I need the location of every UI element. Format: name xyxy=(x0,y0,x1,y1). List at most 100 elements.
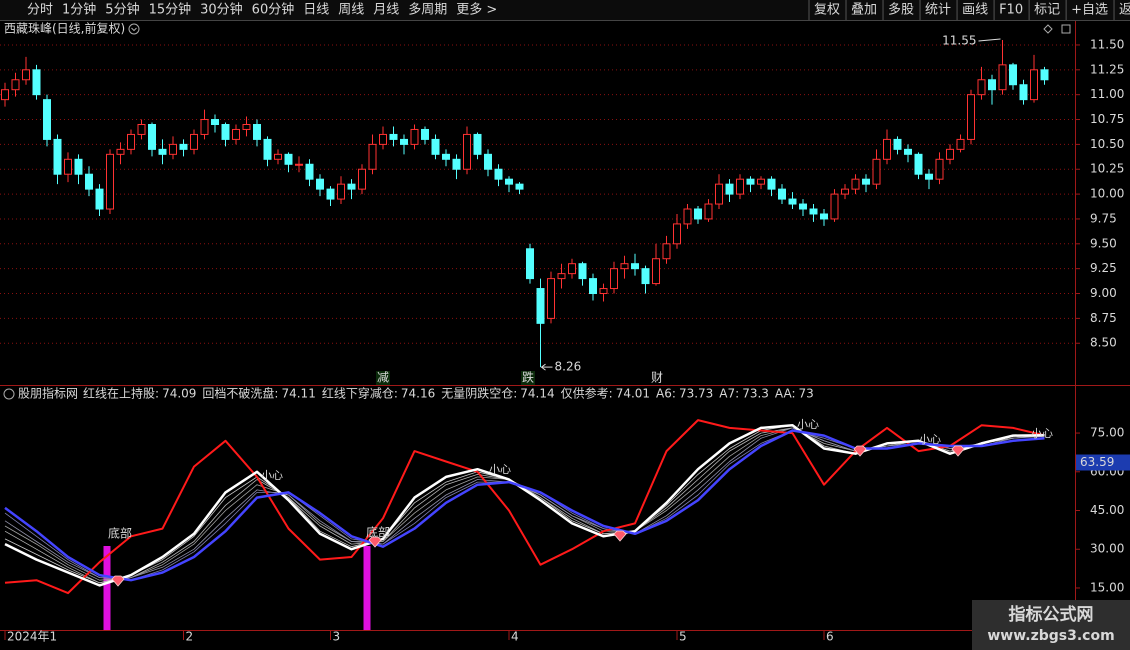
tool-button[interactable]: 复权 xyxy=(814,2,840,18)
candle-body xyxy=(1,89,9,101)
candle-body xyxy=(22,69,30,81)
y-tick-label: 10.50 xyxy=(1090,137,1124,151)
period-tab[interactable]: 更多 > xyxy=(456,2,497,18)
candle-body xyxy=(326,188,335,200)
candle-body xyxy=(568,263,576,275)
bottom-label: 底部 xyxy=(108,526,132,541)
y-tick-label: 9.50 xyxy=(1090,236,1117,250)
period-tab[interactable]: 30分钟 xyxy=(200,2,243,18)
candle-body xyxy=(74,158,83,175)
max-arrow xyxy=(978,38,1001,42)
tool-button[interactable]: 返回 xyxy=(1119,3,1130,18)
tool-button[interactable]: +自选 xyxy=(1071,3,1108,18)
signal-gem xyxy=(853,445,867,457)
candle-body xyxy=(914,153,923,175)
y-tick-label: 11.50 xyxy=(1090,37,1124,51)
candle-body xyxy=(64,158,72,175)
indicator-line xyxy=(4,429,1045,582)
candle-body xyxy=(137,123,146,135)
tool-button[interactable]: F10 xyxy=(999,3,1023,18)
square-icon[interactable] xyxy=(1061,24,1071,34)
candle-body xyxy=(725,183,734,195)
candle-body xyxy=(211,119,219,125)
legend-value: 74.14 xyxy=(520,387,554,401)
candle-body xyxy=(620,263,629,270)
y-tick-label: 9.00 xyxy=(1090,286,1117,300)
candle-body xyxy=(442,153,450,160)
y-tick-label: 75.00 xyxy=(1090,426,1124,440)
candle-body xyxy=(778,188,786,200)
caution-label: 小心 xyxy=(919,433,941,446)
candle-body xyxy=(400,138,408,145)
candle-body xyxy=(946,148,954,160)
signal-box xyxy=(521,371,535,385)
x-tick-label: 5 xyxy=(679,630,687,644)
cursor-label: 63.59 xyxy=(1080,455,1114,469)
tool-button[interactable]: 标记 xyxy=(1034,3,1060,18)
candle-body xyxy=(694,208,702,220)
candle-body xyxy=(736,178,744,195)
candle-body xyxy=(242,123,251,130)
candle-body xyxy=(925,173,933,180)
candle-body xyxy=(988,79,996,91)
period-tab[interactable]: 月线 xyxy=(373,3,399,18)
period-tab[interactable]: 分时 xyxy=(27,3,53,18)
candle-body xyxy=(421,128,429,140)
period-tab[interactable]: 周线 xyxy=(338,3,364,18)
candle-body xyxy=(704,203,713,220)
signal-gem xyxy=(951,445,965,457)
indicator-menu-icon[interactable] xyxy=(3,388,15,400)
candle-body xyxy=(200,119,209,135)
candle-body xyxy=(1040,69,1049,81)
candle-body xyxy=(158,148,167,155)
candle-body xyxy=(757,178,765,185)
candle-body xyxy=(631,263,639,270)
candle-body xyxy=(557,273,566,280)
y-tick-label: 10.00 xyxy=(1090,187,1124,201)
x-tick-label: 6 xyxy=(826,630,834,644)
diamond-icon[interactable] xyxy=(1043,24,1053,34)
tool-button[interactable]: 叠加 xyxy=(851,3,877,18)
candle-body xyxy=(872,158,881,185)
period-tab[interactable]: 日线 xyxy=(303,3,329,18)
period-tab[interactable]: 1分钟 xyxy=(62,2,96,18)
candle-body xyxy=(389,133,398,140)
candle-body xyxy=(599,288,608,295)
signal-gem xyxy=(368,536,382,548)
tool-button[interactable]: 多股 xyxy=(888,2,914,18)
legend-value: 74.09 xyxy=(162,387,196,401)
legend-name: 回档不破洗盘: xyxy=(202,386,278,401)
candle-body xyxy=(1009,64,1017,86)
period-tab[interactable]: 5分钟 xyxy=(105,2,139,18)
caution-label: 小心 xyxy=(489,463,511,476)
candle-body xyxy=(347,183,356,190)
candle-body xyxy=(368,143,377,170)
period-tab[interactable]: 15分钟 xyxy=(149,2,192,18)
indicator-line xyxy=(4,419,1045,595)
title-menu-icon[interactable] xyxy=(128,23,140,35)
caution-label: 小心 xyxy=(261,469,283,482)
candle-body xyxy=(883,138,891,160)
candle-body xyxy=(610,268,618,290)
tool-button[interactable]: 统计 xyxy=(925,3,951,18)
candle-body xyxy=(358,168,366,190)
stock-title: 西藏珠峰(日线,前复权) xyxy=(4,21,125,36)
tool-button[interactable]: 画线 xyxy=(962,3,988,18)
candle-body xyxy=(893,138,902,150)
y-tick-label: 9.25 xyxy=(1090,261,1117,275)
candle-body xyxy=(578,263,587,280)
period-tab[interactable]: 多周期 xyxy=(408,2,447,18)
candle-body xyxy=(32,69,41,96)
candle-body xyxy=(956,138,965,150)
candle-body xyxy=(998,64,1007,91)
candle-body xyxy=(379,133,387,145)
cursor-box xyxy=(1076,454,1130,471)
legend-name: AA: xyxy=(775,387,796,401)
candle-body xyxy=(284,153,293,165)
period-tab[interactable]: 60分钟 xyxy=(252,2,295,18)
candle-body xyxy=(295,163,303,166)
candle-body xyxy=(746,178,755,185)
candle-body xyxy=(305,163,314,180)
